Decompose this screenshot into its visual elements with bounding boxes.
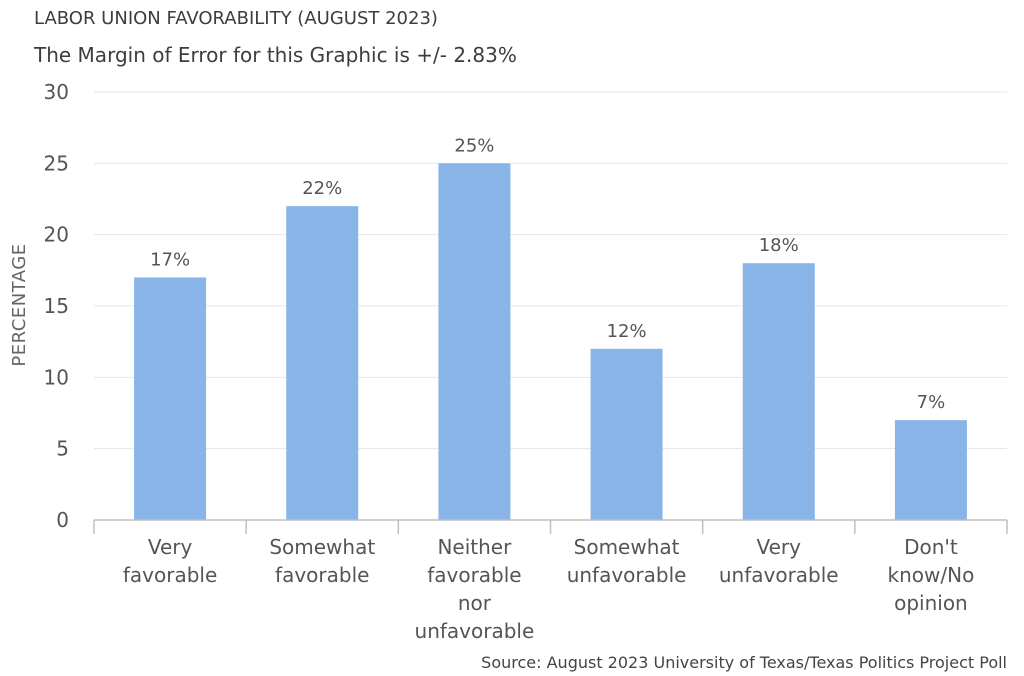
x-category-label-line: unfavorable bbox=[415, 619, 535, 643]
x-category-label-line: Very bbox=[148, 535, 193, 559]
source-note: Source: August 2023 University of Texas/… bbox=[481, 653, 1007, 672]
bars bbox=[134, 163, 967, 521]
bar bbox=[894, 420, 967, 520]
y-axis-title: PERCENTAGE bbox=[9, 243, 30, 366]
chart-subtitle: The Margin of Error for this Graphic is … bbox=[33, 43, 517, 67]
gridlines bbox=[94, 91, 1007, 450]
bar-value-label: 25% bbox=[454, 135, 494, 156]
x-category-label: Neither favorable nor unfavorable bbox=[415, 535, 535, 643]
x-category-label-line: unfavorable bbox=[567, 563, 687, 587]
bar bbox=[286, 206, 359, 520]
data-labels: 17% 22% 25% 12% 18% 7% bbox=[150, 135, 945, 413]
x-category-label-line: Don't bbox=[904, 535, 958, 559]
x-category-label-line: Neither bbox=[437, 535, 512, 559]
y-tick-label: 0 bbox=[56, 508, 69, 532]
x-axis-categories: Very favorable Somewhat favorable Neither fav… bbox=[123, 535, 974, 643]
y-tick-label: 30 bbox=[44, 80, 69, 104]
x-category-label-line: nor bbox=[458, 591, 492, 615]
y-tick-label: 10 bbox=[44, 365, 69, 389]
x-category-label: Very favorable bbox=[123, 535, 217, 587]
x-category-label-line: opinion bbox=[894, 591, 968, 615]
chart-title: LABOR UNION FAVORABILITY (AUGUST 2023) bbox=[34, 8, 438, 29]
y-axis-ticks: 0 5 10 15 20 25 30 bbox=[44, 80, 69, 532]
x-category-label-line: Somewhat bbox=[574, 535, 680, 559]
bar-value-label: 17% bbox=[150, 249, 190, 270]
bar bbox=[134, 277, 207, 520]
x-category-label-line: favorable bbox=[427, 563, 521, 587]
bar-value-label: 18% bbox=[759, 235, 799, 256]
x-category-label: Somewhat unfavorable bbox=[567, 535, 687, 587]
x-category-label: Somewhat favorable bbox=[269, 535, 375, 587]
bar bbox=[438, 163, 511, 521]
x-category-label-line: Very bbox=[757, 535, 802, 559]
bar-value-label: 7% bbox=[917, 392, 946, 413]
x-category-label-line: unfavorable bbox=[719, 563, 839, 587]
y-tick-label: 5 bbox=[56, 437, 69, 461]
bar-value-label: 22% bbox=[302, 178, 342, 199]
x-category-label-line: favorable bbox=[275, 563, 369, 587]
x-category-label: Don't know/No opinion bbox=[888, 535, 975, 615]
bar bbox=[590, 348, 663, 520]
y-tick-label: 20 bbox=[44, 223, 69, 247]
x-category-label-line: know/No bbox=[888, 563, 975, 587]
y-tick-label: 15 bbox=[44, 294, 69, 318]
y-tick-label: 25 bbox=[44, 151, 69, 175]
x-category-label-line: favorable bbox=[123, 563, 217, 587]
bar-value-label: 12% bbox=[607, 321, 647, 342]
x-category-label-line: Somewhat bbox=[269, 535, 375, 559]
x-category-label: Very unfavorable bbox=[719, 535, 839, 587]
bar bbox=[742, 263, 815, 520]
x-axis bbox=[93, 519, 1008, 534]
